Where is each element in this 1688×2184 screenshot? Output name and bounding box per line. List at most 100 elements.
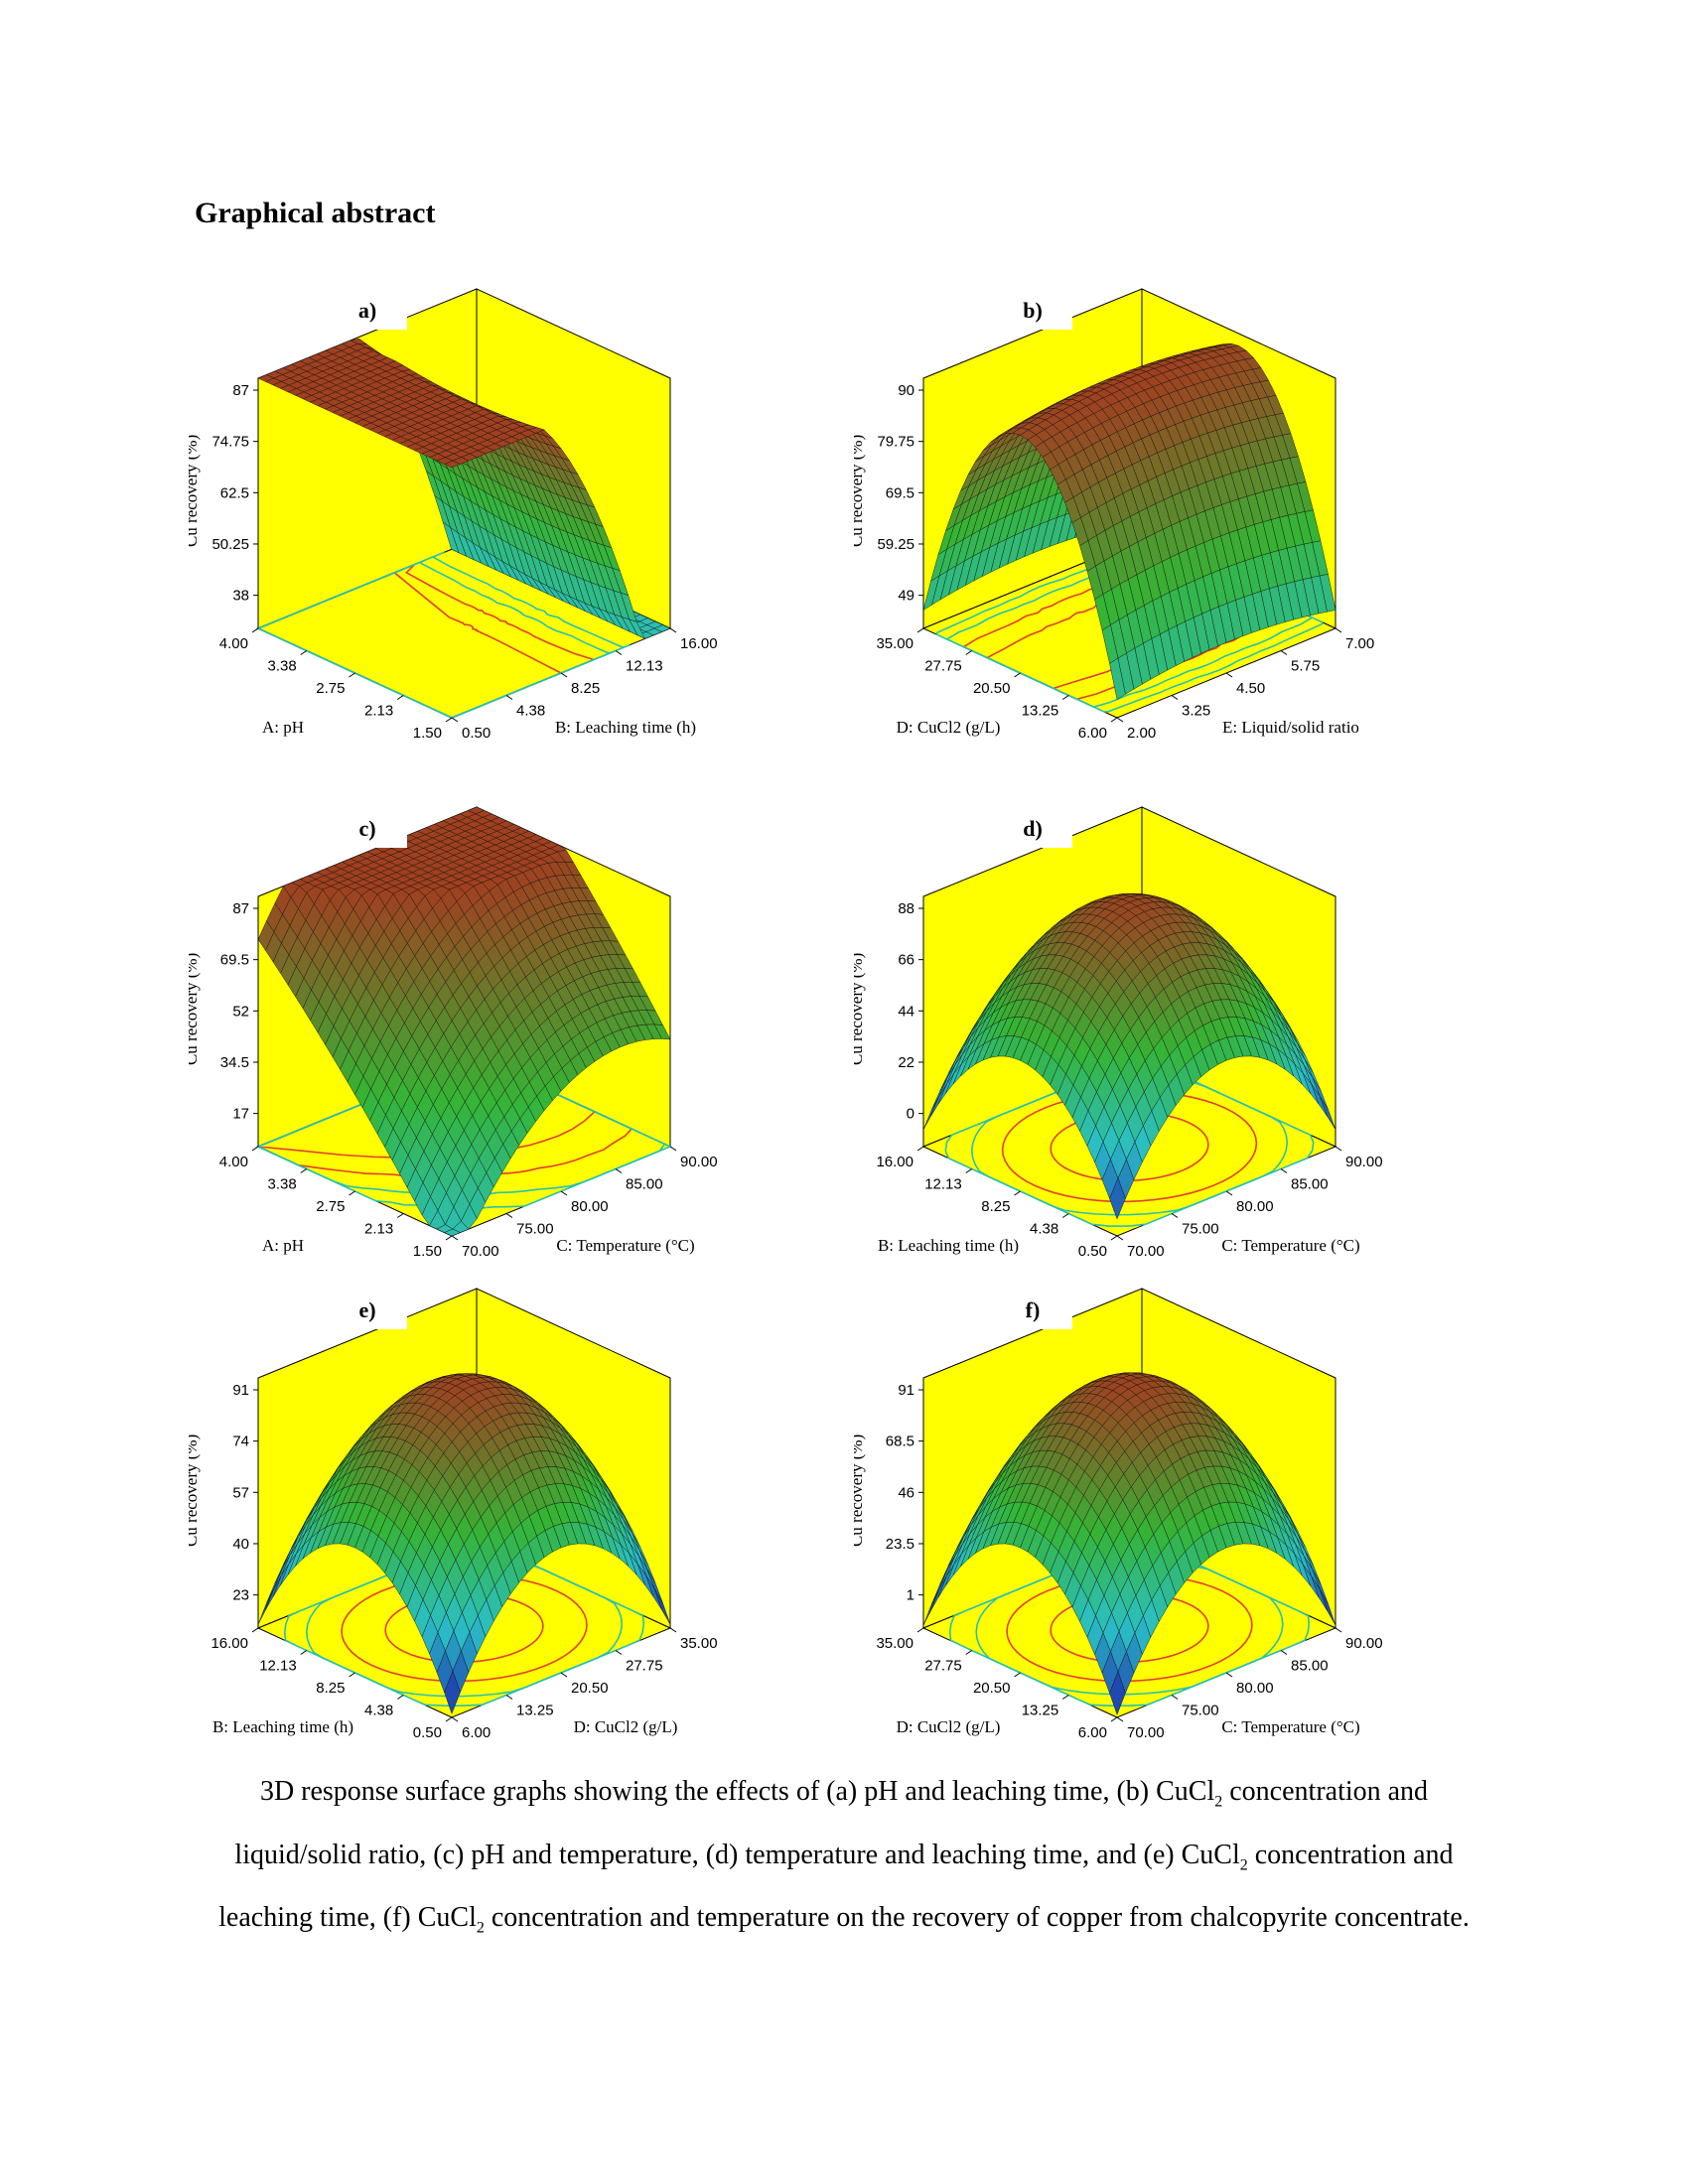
surface-cell (444, 1670, 461, 1715)
panel-label-box (328, 1290, 407, 1329)
x-tick-label: 20.50 (973, 680, 1011, 697)
y-tick-mark (560, 1190, 568, 1196)
y-tick-mark (505, 1213, 513, 1218)
y-tick-label: 0.50 (462, 725, 491, 742)
x-tick-label: 1.50 (413, 1243, 442, 1260)
z-tick-label: 69.5 (220, 952, 249, 969)
x-tick-mark (251, 1146, 259, 1152)
contour-line (944, 1066, 1315, 1227)
x-axis-label: A: pH (262, 1236, 304, 1255)
surface-chart-svg: 90 79.75 69.5 59.25 49 Cu recovery (%) b) 35.00… (854, 288, 1374, 742)
y-tick-label: 3.25 (1182, 703, 1210, 720)
z-tick-label: 46 (898, 1484, 914, 1501)
y-tick-mark (615, 1650, 623, 1655)
y-tick-mark (1335, 627, 1342, 633)
surface-cell (1109, 1671, 1126, 1715)
y-tick-mark (1225, 672, 1233, 678)
response-surface (922, 1372, 1336, 1715)
x-tick-mark (445, 717, 453, 723)
y-tick-label: 27.75 (626, 1658, 663, 1675)
x-tick-mark (300, 1650, 308, 1655)
y-tick-label: 12.13 (626, 658, 663, 675)
caption-sub-3: 2 (476, 1919, 485, 1937)
z-axis-label: Cu recovery (%) (854, 953, 866, 1065)
panel-label-box (993, 1290, 1072, 1329)
x-tick-mark (396, 1213, 404, 1218)
z-tick-label: 23 (232, 1587, 249, 1604)
y-tick-mark (1280, 1650, 1288, 1655)
y-tick-mark (615, 1168, 623, 1173)
x-tick-mark (300, 650, 308, 655)
x-tick-mark (965, 1650, 973, 1655)
x-tick-mark (349, 1672, 355, 1678)
x-tick-label: 3.38 (268, 658, 297, 675)
z-tick-label: 91 (232, 1382, 249, 1399)
y-axis-label: C: Temperature (°C) (556, 1236, 694, 1255)
x-tick-mark (965, 650, 973, 655)
x-tick-label: 4.00 (219, 635, 248, 652)
y-axis-label: B: Leaching time (h) (555, 718, 696, 737)
z-tick-label: 22 (898, 1054, 914, 1071)
y-tick-mark (560, 1672, 568, 1678)
panel-label: b) (1023, 298, 1043, 323)
x-tick-label: 8.25 (316, 1680, 345, 1697)
y-tick-label: 75.00 (1182, 1221, 1219, 1238)
x-tick-mark (349, 1190, 355, 1196)
y-tick-label: 90.00 (680, 1154, 718, 1170)
chart-panel-b: 90 79.75 69.5 59.25 49 Cu recovery (%) b) 35.00… (854, 266, 1489, 782)
z-tick-label: 74 (232, 1433, 249, 1450)
contour-line (341, 1573, 588, 1683)
surface-cell (443, 460, 462, 469)
y-tick-mark (1335, 1146, 1342, 1152)
z-tick-label: 34.5 (220, 1054, 249, 1071)
figure-caption: 3D response surface graphs showing the e… (199, 1765, 1489, 1955)
x-tick-label: 2.13 (364, 1221, 393, 1238)
x-tick-label: 3.38 (268, 1176, 297, 1193)
y-tick-mark (451, 1235, 459, 1241)
x-tick-mark (1014, 672, 1021, 678)
y-tick-mark (1171, 1213, 1179, 1218)
y-tick-mark (669, 1146, 677, 1152)
z-tick-label: 50.25 (211, 536, 249, 553)
z-tick-label: 91 (898, 1382, 914, 1399)
x-tick-mark (1014, 1672, 1021, 1678)
contour-line (948, 1550, 1311, 1706)
x-tick-label: 27.75 (924, 1658, 962, 1675)
y-axis-label: D: CuCl2 (g/L) (574, 1717, 678, 1736)
panel-label-box (328, 808, 407, 848)
x-tick-label: 13.25 (1022, 703, 1059, 720)
panel-label: d) (1023, 816, 1043, 841)
x-tick-mark (1061, 1695, 1069, 1700)
y-tick-mark (669, 627, 677, 633)
y-tick-mark (505, 1695, 513, 1700)
x-tick-label: 8.25 (981, 1198, 1010, 1215)
x-tick-mark (916, 1627, 924, 1633)
y-tick-label: 90.00 (1345, 1154, 1383, 1170)
z-axis-label: Cu recovery (%) (854, 1434, 866, 1547)
x-tick-mark (445, 1716, 453, 1722)
x-tick-mark (251, 627, 259, 633)
x-tick-label: 2.75 (316, 1198, 345, 1215)
y-tick-label: 16.00 (680, 635, 718, 652)
contour-line (935, 544, 1324, 713)
y-tick-mark (1225, 1190, 1233, 1196)
response-surface (922, 892, 1336, 1220)
z-tick-label: 87 (232, 382, 249, 399)
surface-chart-svg: 91 74 57 40 23 Cu recovery (%) e) 16.00 12.13 8.2… (189, 1288, 718, 1741)
x-tick-mark (349, 672, 355, 678)
panel-label-box (993, 290, 1072, 330)
z-tick-label: 69.5 (886, 484, 914, 501)
caption-part-2: concentration and liquid/solid ratio, (c… (234, 1776, 1429, 1870)
chart-panel-c: 87 69.5 52 34.5 17 Cu recovery (%) c) 4.00 3.38 2… (189, 784, 824, 1300)
y-tick-mark (451, 1716, 459, 1722)
x-tick-mark (916, 627, 924, 633)
x-tick-label: 12.13 (259, 1658, 297, 1675)
x-tick-mark (965, 1168, 973, 1173)
y-tick-label: 80.00 (571, 1198, 609, 1215)
x-tick-label: 2.13 (364, 703, 393, 720)
floor-contours (948, 1550, 1311, 1706)
x-tick-label: 16.00 (876, 1154, 914, 1170)
x-tick-mark (1061, 1213, 1069, 1218)
x-tick-mark (1014, 1190, 1021, 1196)
x-tick-mark (1110, 1235, 1118, 1241)
